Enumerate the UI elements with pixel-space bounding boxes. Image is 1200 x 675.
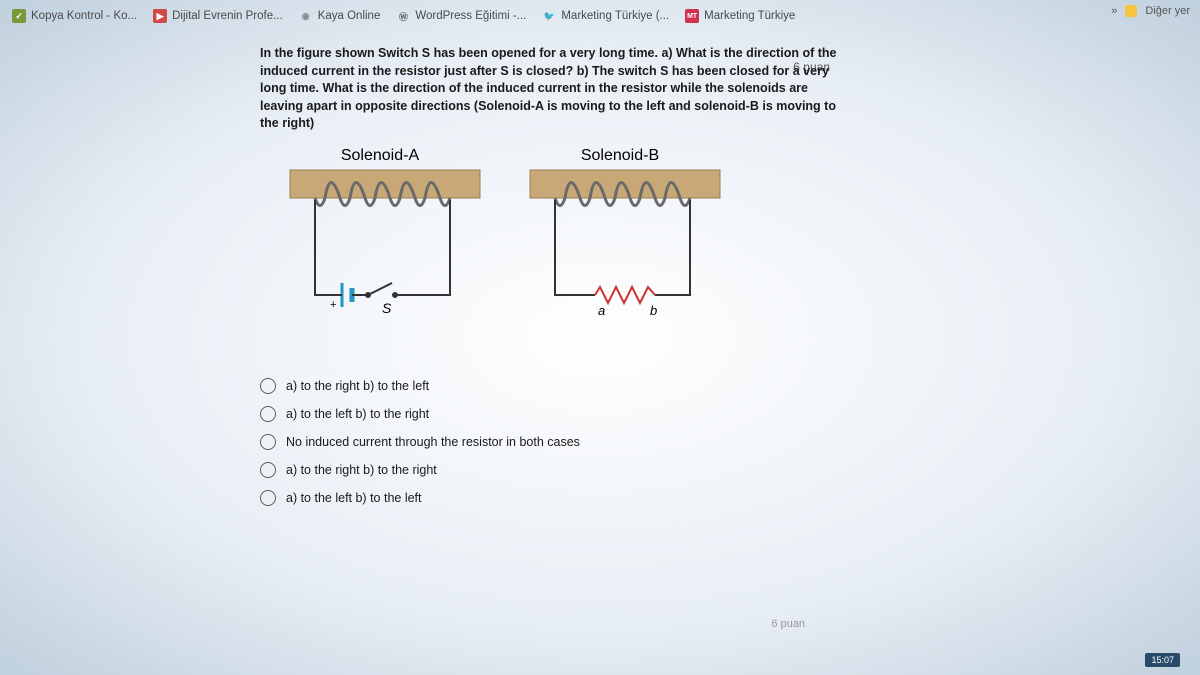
option-label: a) to the left b) to the left — [286, 491, 422, 505]
radio-button[interactable] — [260, 378, 276, 394]
bookmark-item[interactable]: 🐦 Marketing Türkiye (... — [542, 9, 669, 23]
other-bookmarks-label: Diğer yer — [1145, 5, 1190, 17]
option-label: a) to the right b) to the left — [286, 379, 429, 393]
option-row[interactable]: a) to the left b) to the left — [260, 490, 840, 506]
next-question-points: 6 puan — [771, 618, 805, 630]
bookmark-item[interactable]: ▶ Dijital Evrenin Profe... — [153, 9, 283, 23]
svg-text:S: S — [382, 300, 392, 316]
radio-button[interactable] — [260, 434, 276, 450]
bookmark-label: Marketing Türkiye (... — [561, 10, 669, 22]
bookmark-label: Kopya Kontrol - Ko... — [31, 10, 137, 22]
radio-button[interactable] — [260, 490, 276, 506]
option-label: a) to the left b) to the right — [286, 407, 429, 421]
bookmark-label: Marketing Türkiye — [704, 10, 795, 22]
option-label: a) to the right b) to the right — [286, 463, 437, 477]
option-row[interactable]: a) to the right b) to the left — [260, 378, 840, 394]
options-group: a) to the right b) to the left a) to the… — [260, 378, 840, 506]
bookmark-icon: ✓ — [12, 9, 26, 23]
bookmark-label: Kaya Online — [318, 10, 381, 22]
bookmark-label: WordPress Eğitimi -... — [415, 10, 526, 22]
option-row[interactable]: a) to the left b) to the right — [260, 406, 840, 422]
bookmark-overflow[interactable]: » Diğer yer — [1111, 5, 1190, 17]
option-row[interactable]: a) to the right b) to the right — [260, 462, 840, 478]
folder-icon — [1125, 5, 1137, 17]
bookmark-icon: Ⓦ — [396, 9, 410, 23]
bookmark-icon: MT — [685, 9, 699, 23]
svg-text:Solenoid-A: Solenoid-A — [341, 147, 420, 164]
question-text: In the figure shown Switch S has been op… — [260, 45, 840, 133]
radio-button[interactable] — [260, 462, 276, 478]
radio-button[interactable] — [260, 406, 276, 422]
svg-text:+: + — [330, 299, 336, 311]
twitter-icon: 🐦 — [542, 9, 556, 23]
bookmark-item[interactable]: ✓ Kopya Kontrol - Ko... — [12, 9, 137, 23]
option-label: No induced current through the resistor … — [286, 435, 580, 449]
svg-text:a: a — [598, 303, 605, 318]
question-card: In the figure shown Switch S has been op… — [260, 45, 840, 518]
bookmark-bar: ✓ Kopya Kontrol - Ko... ▶ Dijital Evreni… — [0, 2, 1200, 30]
bookmark-item[interactable]: MT Marketing Türkiye — [685, 9, 795, 23]
solenoid-figure: Solenoid-A Solenoid-B — [260, 145, 740, 355]
more-icon: » — [1111, 5, 1117, 17]
bookmark-label: Dijital Evrenin Profe... — [172, 10, 283, 22]
bookmark-item[interactable]: ◉ Kaya Online — [299, 9, 381, 23]
bookmark-icon: ◉ — [299, 9, 313, 23]
screen-background: ✓ Kopya Kontrol - Ko... ▶ Dijital Evreni… — [0, 0, 1200, 675]
svg-text:b: b — [650, 303, 657, 318]
bookmark-icon: ▶ — [153, 9, 167, 23]
svg-text:Solenoid-B: Solenoid-B — [581, 147, 659, 164]
bookmark-item[interactable]: Ⓦ WordPress Eğitimi -... — [396, 9, 526, 23]
taskbar-clock: 15:07 — [1145, 653, 1180, 667]
option-row[interactable]: No induced current through the resistor … — [260, 434, 840, 450]
